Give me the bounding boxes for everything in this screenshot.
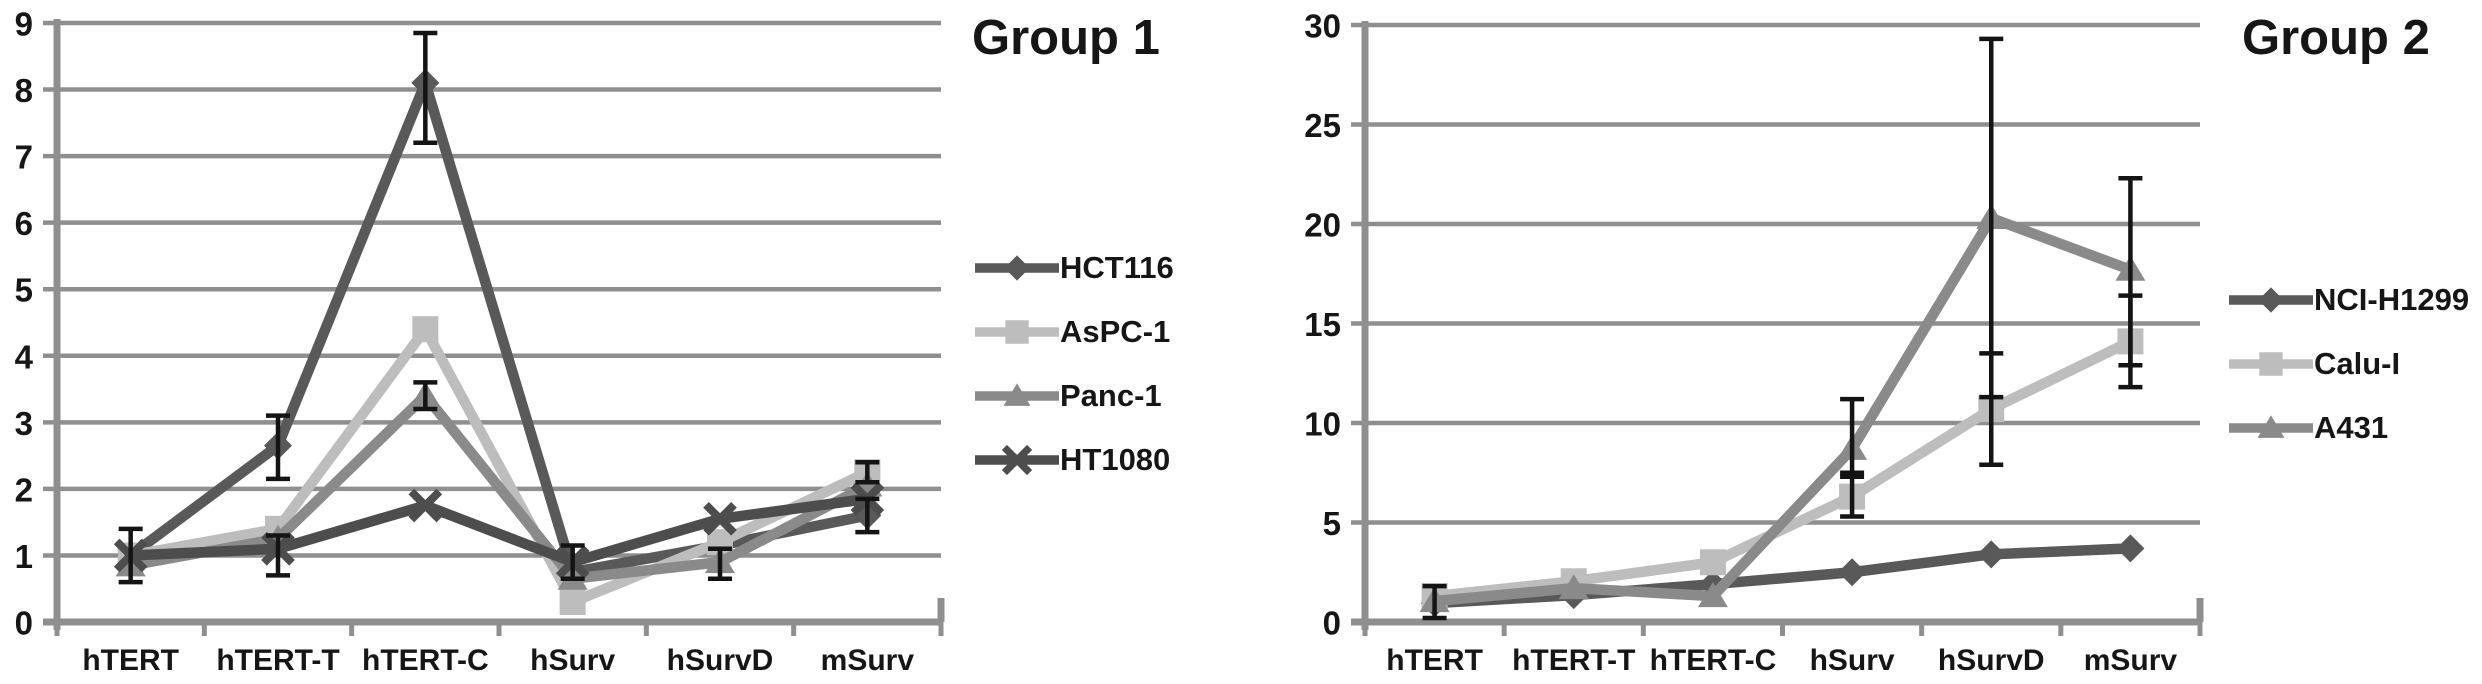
chart-title-group1: Group 1 <box>972 11 1160 65</box>
legend-item-HT1080: HT1080 <box>974 428 1174 492</box>
legend-marker-swatch <box>975 383 1059 406</box>
legend-label: AsPC-1 <box>1060 314 1171 349</box>
diamond-marker <box>2116 534 2145 563</box>
square-marker <box>1699 549 1726 576</box>
legend-item-A431: A431 <box>2228 396 2469 460</box>
x-category-label: hTERT <box>82 644 179 677</box>
y-tick-label: 5 <box>15 272 33 309</box>
square-marker <box>1005 320 1029 344</box>
series-line-NCI-H1299 <box>1434 543 2131 609</box>
chart-title-group2: Group 2 <box>2242 11 2430 65</box>
y-tick-label: 25 <box>1304 107 1341 144</box>
diamond-marker <box>1004 255 1030 281</box>
x-category-label: hSurvD <box>667 644 774 677</box>
y-tick-label: 7 <box>15 139 33 176</box>
square-marker <box>2259 352 2283 376</box>
y-tick-label: 0 <box>1323 605 1341 642</box>
y-tick-label: 4 <box>15 338 34 375</box>
triangle-marker <box>1697 582 1728 608</box>
square-marker <box>559 589 586 616</box>
legend-label: A431 <box>2314 410 2389 445</box>
x-category-label: hTERT-C <box>1650 644 1777 677</box>
legend-label: HT1080 <box>1060 442 1171 477</box>
square-marker <box>412 316 439 343</box>
y-tick-label: 8 <box>15 72 33 109</box>
legend-group2: NCI-H1299 Calu-I A431 <box>2228 268 2469 460</box>
chart-group1: 0 1 2 3 4 5 6 7 8 9 hTERT hTERT-T hTERT-C hSurv hSurvD… <box>15 6 1174 678</box>
triangle-marker <box>1558 574 1589 600</box>
y-tick-label: 20 <box>1304 207 1341 244</box>
y-tick-label: 0 <box>15 605 33 642</box>
legend-marker-swatch <box>975 444 1059 476</box>
triangle-marker <box>2257 415 2285 438</box>
x-marker <box>408 488 443 523</box>
legend-marker-swatch <box>2229 415 2313 438</box>
x-category-label: hSurv <box>530 644 615 677</box>
group1-plot-area: 0 1 2 3 4 5 6 7 8 9 hTERT hTERT-T hTERT-C hSurv hSurvD… <box>15 6 945 677</box>
y-tick-label: 9 <box>15 6 33 43</box>
legend-label: Panc-1 <box>1060 378 1162 413</box>
y-tick-label: 1 <box>15 538 33 575</box>
legend-item-HCT116: HCT116 <box>974 236 1174 300</box>
group2-plot-area: 0 5 10 15 20 25 30 hTERT hTERT-T hTERT-C hSurv hSur… <box>1304 8 2204 677</box>
x-category-label: hTERT-T <box>216 644 339 677</box>
series-line-A431 <box>1434 211 2133 607</box>
legend-group1: HCT116 AsPC-1 Panc-1 HT1080 <box>974 236 1174 492</box>
legend-item-Calu-I: Calu-I <box>2228 332 2469 396</box>
x-category-label: mSurv <box>821 644 915 677</box>
legend-label: Calu-I <box>2314 346 2401 381</box>
x-marker <box>1001 444 1033 476</box>
y-tick-label: 5 <box>1323 505 1341 542</box>
y-tick-label: 2 <box>15 471 33 508</box>
x-marker <box>703 502 737 536</box>
y-tick-label: 10 <box>1304 406 1341 443</box>
diamond-marker <box>2258 287 2284 313</box>
x-category-label: mSurv <box>2084 644 2178 677</box>
series-line-HT1080 <box>130 493 869 568</box>
legend-marker-swatch <box>975 320 1059 344</box>
legend-marker-swatch <box>975 255 1059 281</box>
series-line-Panc-1 <box>129 387 870 585</box>
legend-marker-swatch <box>2229 287 2313 313</box>
series-line-AsPC-1 <box>129 319 870 609</box>
y-tick-label: 30 <box>1304 8 1341 45</box>
legend-item-AsPC-1: AsPC-1 <box>974 300 1174 364</box>
chart-group2: 0 5 10 15 20 25 30 hTERT hTERT-T hTERT-C hSurv hSur… <box>1242 0 2482 684</box>
legend-item-Panc-1: Panc-1 <box>974 364 1174 428</box>
y-tick-label: 3 <box>15 405 33 442</box>
legend-marker-swatch <box>2229 352 2313 376</box>
x-category-label: hSurv <box>1810 644 1895 677</box>
x-category-label: hTERT-C <box>362 644 489 677</box>
y-tick-label: 6 <box>15 205 33 242</box>
y-tick-label: 15 <box>1304 306 1341 343</box>
series-line-HCT116 <box>127 67 869 579</box>
x-category-label: hTERT <box>1386 644 1483 677</box>
diamond-marker <box>1838 558 1867 587</box>
legend-item-NCI-H1299: NCI-H1299 <box>2228 268 2469 332</box>
x-category-label: hSurvD <box>1938 644 2045 677</box>
triangle-marker <box>1003 383 1031 406</box>
diamond-marker <box>1977 540 2006 569</box>
legend-label: NCI-H1299 <box>2314 282 2470 317</box>
legend-label: HCT116 <box>1060 250 1174 285</box>
x-category-label: hTERT-T <box>1512 644 1635 677</box>
